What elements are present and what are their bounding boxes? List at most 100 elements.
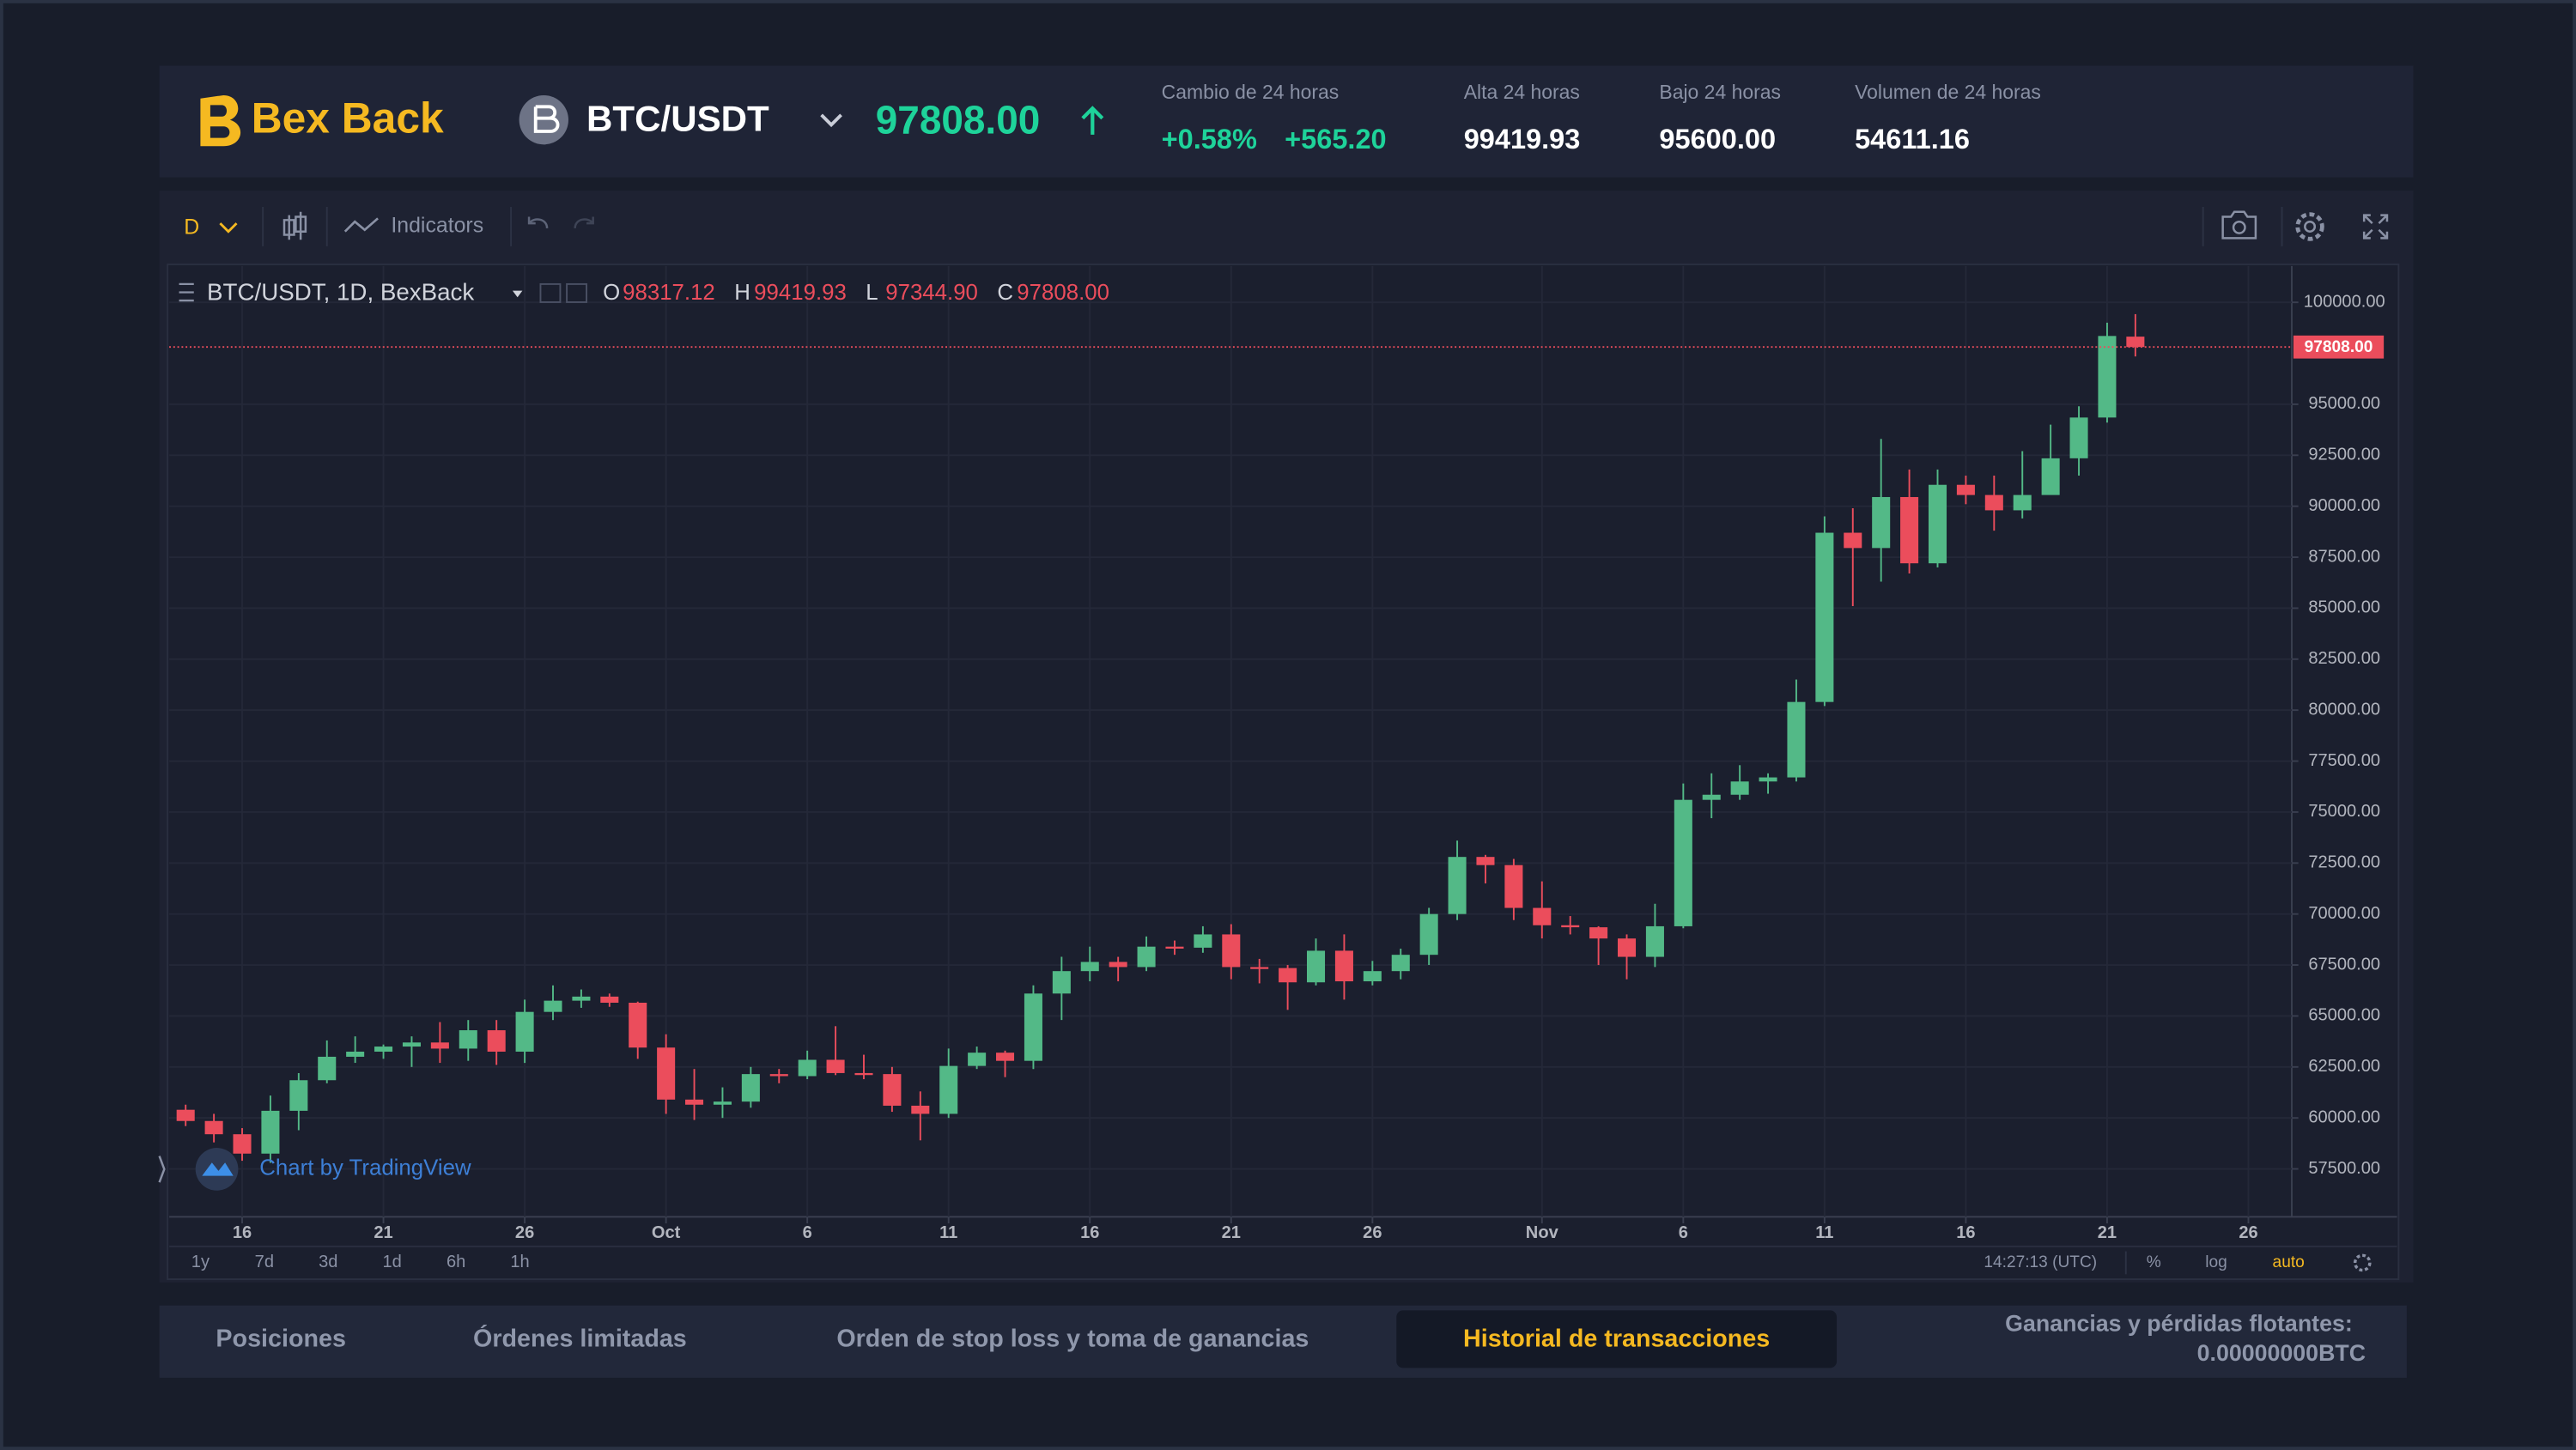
range-button[interactable]: 6h bbox=[447, 1253, 465, 1271]
candle-body bbox=[1024, 993, 1042, 1061]
y-tick-label: 72500.00 bbox=[2308, 853, 2380, 872]
pair[interactable]: BTC/USDT bbox=[586, 99, 769, 139]
x-tick-label: 26 bbox=[1363, 1223, 1382, 1242]
candle-body bbox=[487, 1030, 506, 1052]
interval-button[interactable]: D bbox=[184, 215, 199, 239]
ohlc-value: 98317.12 bbox=[623, 281, 715, 305]
watermark-glyph bbox=[202, 1162, 234, 1176]
candle-body bbox=[374, 1047, 393, 1052]
legend-symbol: BTC/USDT, 1D, BexBack bbox=[207, 279, 474, 306]
y-tick-label: 77500.00 bbox=[2308, 751, 2380, 770]
candle-body bbox=[2126, 337, 2145, 348]
candle-body bbox=[204, 1120, 223, 1135]
candle-body bbox=[1165, 946, 1184, 949]
fullscreen-button[interactable] bbox=[2362, 214, 2389, 240]
range-button[interactable]: 1d bbox=[383, 1253, 402, 1271]
collapse-handle[interactable] bbox=[158, 1156, 166, 1183]
x-tick-label: 11 bbox=[939, 1223, 957, 1242]
plot: 97808.00 bbox=[169, 313, 2385, 1163]
candle-body bbox=[346, 1051, 365, 1057]
candle-body bbox=[769, 1074, 788, 1077]
candle-body bbox=[1363, 971, 1382, 982]
candle-body bbox=[1956, 484, 1975, 495]
candle-body bbox=[1900, 496, 1919, 564]
candle-body bbox=[289, 1080, 308, 1111]
stat-value: +565.20 bbox=[1285, 124, 1386, 155]
candle-body bbox=[1307, 950, 1326, 983]
settings-button[interactable] bbox=[2295, 212, 2324, 241]
y-tick-label: 92500.00 bbox=[2308, 446, 2380, 464]
candle-body bbox=[1589, 927, 1608, 939]
candle-body bbox=[629, 1002, 647, 1048]
tab[interactable]: Orden de stop loss y toma de ganancias bbox=[836, 1325, 1309, 1352]
legend-dropdown[interactable] bbox=[512, 290, 523, 298]
range-button[interactable]: 1y bbox=[191, 1253, 210, 1271]
candle-body bbox=[1730, 781, 1749, 795]
legend-eye[interactable] bbox=[539, 282, 562, 303]
active-tab-background bbox=[1396, 1310, 1838, 1368]
undo-button[interactable] bbox=[527, 216, 549, 229]
last-price-label: 97808.00 bbox=[2305, 338, 2373, 356]
range-button[interactable]: 1h bbox=[510, 1253, 529, 1271]
legend-menu[interactable] bbox=[179, 282, 194, 302]
x-tick-label: Oct bbox=[652, 1223, 681, 1242]
stat-value: 95600.00 bbox=[1659, 124, 1776, 155]
ohlc-value: 97808.00 bbox=[1017, 281, 1109, 305]
candle-body bbox=[1109, 962, 1127, 968]
percent-toggle[interactable]: % bbox=[2147, 1253, 2161, 1271]
candle-body bbox=[1674, 799, 1692, 926]
candle-body bbox=[996, 1053, 1015, 1061]
candle-body bbox=[657, 1047, 676, 1100]
ohlc-value: 97344.90 bbox=[885, 281, 978, 305]
x-tick-label: 26 bbox=[515, 1223, 534, 1242]
candle-body bbox=[459, 1030, 477, 1049]
legend-settings[interactable] bbox=[566, 282, 587, 303]
y-tick-label: 60000.00 bbox=[2308, 1107, 2380, 1126]
range-button[interactable]: 7d bbox=[255, 1253, 274, 1271]
candle-body bbox=[1645, 925, 1664, 957]
candle-body bbox=[1052, 971, 1071, 994]
indicators-button[interactable]: Indicators bbox=[391, 214, 483, 238]
tab[interactable]: Historial de transacciones bbox=[1463, 1325, 1770, 1352]
candle-body bbox=[1702, 794, 1721, 800]
candle-body bbox=[1533, 907, 1552, 925]
redo-button[interactable] bbox=[574, 216, 594, 229]
ohlc-key: O bbox=[603, 281, 620, 305]
axis-settings[interactable] bbox=[2353, 1253, 2372, 1272]
logo-text[interactable]: Bex Back bbox=[252, 94, 444, 143]
x-tick-label: 11 bbox=[1815, 1223, 1833, 1242]
auto-toggle[interactable]: auto bbox=[2273, 1253, 2305, 1271]
ohlc-legend: O 98317.12 H 99419.93 L 97344.90 C 97808.00 bbox=[603, 281, 1109, 305]
y-tick-label: 62500.00 bbox=[2308, 1057, 2380, 1076]
coin-glyph bbox=[533, 105, 560, 133]
candle-body bbox=[1194, 934, 1212, 948]
y-tick-label: 100000.00 bbox=[2304, 292, 2385, 311]
log-toggle[interactable]: log bbox=[2205, 1253, 2227, 1271]
tab[interactable]: Posiciones bbox=[216, 1325, 345, 1352]
interval-dropdown[interactable] bbox=[219, 222, 238, 234]
candle-body bbox=[1137, 946, 1156, 968]
pair-dropdown[interactable] bbox=[820, 113, 842, 128]
indicators-icon[interactable] bbox=[343, 217, 379, 233]
candle-body bbox=[854, 1072, 873, 1076]
y-tick-label: 82500.00 bbox=[2308, 649, 2380, 668]
candle-body bbox=[261, 1110, 280, 1154]
x-tick-label: 26 bbox=[2239, 1223, 2257, 1242]
tabs: Posiciones Órdenes limitadas Orden de stop… bbox=[216, 1323, 1770, 1352]
candle-body bbox=[1872, 496, 1891, 549]
chart-type-button[interactable] bbox=[283, 211, 307, 240]
candle-body bbox=[883, 1074, 902, 1106]
candle-body bbox=[1334, 950, 1353, 982]
y-tick-label: 67500.00 bbox=[2308, 955, 2380, 974]
logo-icon[interactable] bbox=[200, 94, 241, 147]
ohlc-value: 99419.93 bbox=[754, 281, 847, 305]
tab[interactable]: Órdenes limitadas bbox=[473, 1323, 687, 1352]
y-tick-label: 80000.00 bbox=[2308, 700, 2380, 719]
snapshot-button[interactable] bbox=[2221, 210, 2257, 240]
candle-body bbox=[1984, 494, 2003, 511]
ohlc-key: C bbox=[997, 281, 1013, 305]
range-button[interactable]: 3d bbox=[319, 1253, 337, 1271]
watermark[interactable]: Chart by TradingView bbox=[259, 1156, 471, 1180]
